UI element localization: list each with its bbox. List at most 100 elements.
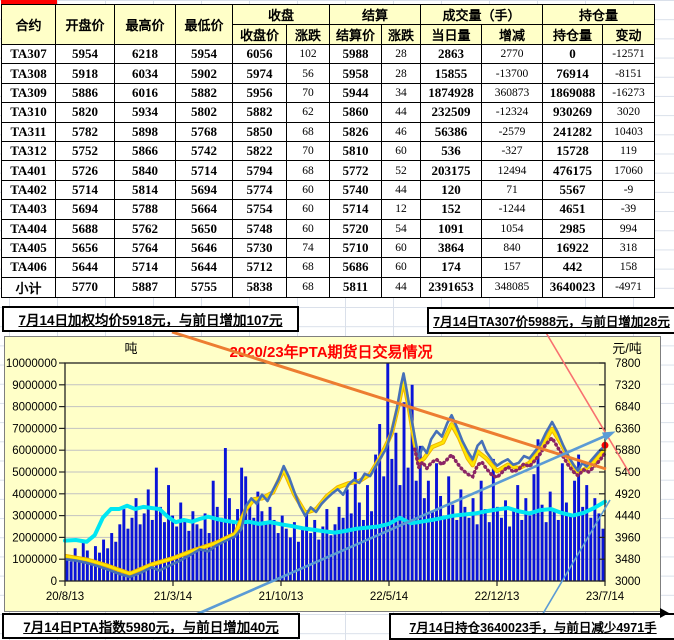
value-cell[interactable]: 6034 — [114, 63, 176, 84]
value-cell[interactable]: 70 — [286, 140, 330, 162]
column-group-header[interactable]: 成交量（手） — [420, 4, 543, 25]
value-cell[interactable]: 157 — [481, 257, 543, 278]
column-subheader[interactable]: 当日量 — [420, 24, 482, 45]
value-cell[interactable]: 60 — [381, 140, 421, 162]
value-cell[interactable]: 5770 — [55, 276, 115, 298]
value-cell[interactable]: 5886 — [55, 82, 115, 104]
value-cell[interactable]: 203175 — [420, 160, 482, 181]
value-cell[interactable]: 5840 — [114, 160, 176, 181]
column-subheader[interactable]: 变动 — [602, 24, 655, 45]
value-cell[interactable]: 5644 — [55, 257, 115, 278]
table-row[interactable]: TA310 5820 5934 5802 5882 62 5860 44 232509 -1232… — [1, 102, 655, 123]
value-cell[interactable]: 68 — [286, 160, 330, 181]
value-cell[interactable]: 360873 — [481, 82, 543, 104]
value-cell[interactable]: 5656 — [55, 237, 115, 259]
value-cell[interactable]: 840 — [481, 237, 543, 259]
value-cell[interactable]: 76914 — [542, 63, 603, 84]
pta-daily-trading-chart[interactable]: 0 1000000 2000000 3000000 4000000 5000000 6000… — [4, 336, 661, 612]
value-cell[interactable]: 5838 — [232, 276, 287, 298]
value-cell[interactable]: 5714 — [55, 179, 115, 201]
value-cell[interactable]: 6016 — [114, 82, 176, 104]
value-cell[interactable]: 68 — [286, 121, 330, 142]
value-cell[interactable]: 68 — [286, 276, 330, 298]
table-row[interactable]: TA307 5954 6218 5954 6056 102 5988 28 2863 2770 0-… — [1, 43, 655, 65]
table-row[interactable]: 小计 5770 5887 5755 5838 68 5811 44 2391653 348085 3… — [1, 276, 655, 298]
value-cell[interactable]: 5954 — [55, 43, 115, 65]
table-row[interactable]: TA402 5714 5814 5694 5774 60 5740 44 120 71 5567 -9 — [1, 179, 655, 201]
value-cell[interactable]: 56 — [286, 63, 330, 84]
value-cell[interactable]: 71 — [481, 179, 543, 201]
value-cell[interactable]: 5988 — [329, 43, 382, 65]
value-cell[interactable]: 6056 — [232, 43, 287, 65]
value-cell[interactable]: 5898 — [114, 121, 176, 142]
value-cell[interactable]: 5774 — [232, 179, 287, 201]
column-subheader[interactable]: 涨跌 — [286, 24, 330, 45]
value-cell[interactable]: 5726 — [55, 160, 115, 181]
value-cell[interactable]: 3020 — [602, 102, 655, 123]
column-group-header[interactable]: 结算 — [329, 4, 421, 25]
value-cell[interactable]: 930269 — [542, 102, 603, 123]
contract-cell[interactable]: TA405 — [1, 237, 56, 259]
column-group-header[interactable]: 收盘 — [232, 4, 330, 25]
contract-cell[interactable]: TA309 — [1, 82, 56, 104]
value-cell[interactable]: 3864 — [420, 237, 482, 259]
value-cell[interactable]: 5822 — [232, 140, 287, 162]
table-row[interactable]: TA312 5752 5866 5742 5822 70 5810 60 536 -327 1572… — [1, 140, 655, 162]
table-row[interactable]: TA404 5688 5762 5650 5748 60 5720 54 1091 1054 298… — [1, 218, 655, 239]
value-cell[interactable]: 5866 — [114, 140, 176, 162]
value-cell[interactable]: 102 — [286, 43, 330, 65]
value-cell[interactable]: 4651 — [542, 199, 603, 220]
contract-cell[interactable]: TA404 — [1, 218, 56, 239]
value-cell[interactable]: 5714 — [114, 257, 176, 278]
value-cell[interactable]: 17060 — [602, 160, 655, 181]
value-cell[interactable]: 44 — [381, 102, 421, 123]
value-cell[interactable]: 1091 — [420, 218, 482, 239]
column-header[interactable]: 最低价 — [175, 4, 233, 45]
value-cell[interactable]: 74 — [286, 237, 330, 259]
value-cell[interactable]: 120 — [420, 179, 482, 201]
value-cell[interactable]: 5714 — [329, 199, 382, 220]
value-cell[interactable]: 5802 — [175, 102, 233, 123]
value-cell[interactable]: 5754 — [232, 199, 287, 220]
value-cell[interactable]: 5712 — [232, 257, 287, 278]
value-cell[interactable]: 5958 — [329, 63, 382, 84]
table-row[interactable]: TA406 5644 5714 5644 5712 68 5686 60 174 157 442 15… — [1, 257, 655, 278]
value-cell[interactable]: 12 — [381, 199, 421, 220]
value-cell[interactable]: 5810 — [329, 140, 382, 162]
value-cell[interactable]: 5720 — [329, 218, 382, 239]
value-cell[interactable]: 60 — [381, 237, 421, 259]
value-cell[interactable]: -9 — [602, 179, 655, 201]
value-cell[interactable]: 46 — [381, 121, 421, 142]
contract-cell[interactable]: TA311 — [1, 121, 56, 142]
value-cell[interactable]: 5782 — [55, 121, 115, 142]
contract-cell[interactable]: TA406 — [1, 257, 56, 278]
value-cell[interactable]: 34 — [381, 82, 421, 104]
value-cell[interactable]: 536 — [420, 140, 482, 162]
value-cell[interactable]: 241282 — [542, 121, 603, 142]
value-cell[interactable]: 5730 — [232, 237, 287, 259]
value-cell[interactable]: -4971 — [602, 276, 655, 298]
value-cell[interactable]: -16273 — [602, 82, 655, 104]
value-cell[interactable]: 5694 — [55, 199, 115, 220]
value-cell[interactable]: 5764 — [114, 237, 176, 259]
value-cell[interactable]: 5772 — [329, 160, 382, 181]
value-cell[interactable]: 1054 — [481, 218, 543, 239]
value-cell[interactable]: -1244 — [481, 199, 543, 220]
contract-cell[interactable]: 小计 — [1, 276, 56, 298]
weighted-avg-price-banner[interactable]: 7月14日加权均价5918元，与前日增加107元 — [2, 306, 299, 332]
value-cell[interactable]: 12494 — [481, 160, 543, 181]
futures-quotes-table[interactable]: 合约 开盘价 最高价 最低价 收盘 结算 成交量（手） 持仓量 收盘价 涨跌 结算价 涨跌 当日量 增减持… — [1, 4, 655, 298]
table-row[interactable]: TA401 5726 5840 5714 5794 68 5772 52 203175 12494… — [1, 160, 655, 181]
ta307-price-banner[interactable]: 7月14日TA307价5988元，与前日增加28元 — [427, 307, 674, 334]
contract-cell[interactable]: TA403 — [1, 199, 56, 220]
value-cell[interactable]: 44 — [381, 179, 421, 201]
value-cell[interactable]: -327 — [481, 140, 543, 162]
column-header[interactable]: 开盘价 — [55, 4, 115, 45]
value-cell[interactable]: -2579 — [481, 121, 543, 142]
contract-cell[interactable]: TA402 — [1, 179, 56, 201]
value-cell[interactable]: 5974 — [232, 63, 287, 84]
value-cell[interactable]: 5860 — [329, 102, 382, 123]
table-row[interactable]: TA309 5886 6016 5882 5956 70 5944 34 1874928 3608… — [1, 82, 655, 104]
value-cell[interactable]: 5762 — [114, 218, 176, 239]
contract-cell[interactable]: TA307 — [1, 43, 56, 65]
